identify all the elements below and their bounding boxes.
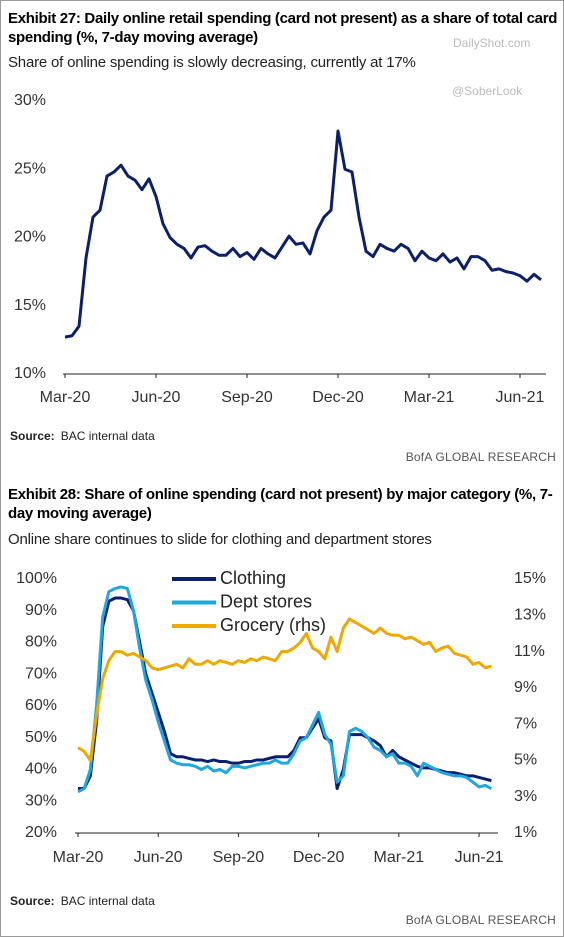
legend-label: Dept stores	[220, 591, 312, 611]
y-tick-label: 60%	[25, 697, 57, 714]
x-tick-label: Dec-20	[293, 849, 345, 866]
chart-subtitle: Share of online spending is slowly decre…	[8, 54, 416, 71]
chart-subtitle: Online share continues to slide for clot…	[8, 531, 432, 548]
y-tick-label: 50%	[25, 729, 57, 746]
x-tick-label: Jun-20	[134, 849, 183, 866]
source-text: BAC internal data	[60, 894, 155, 908]
y-tick-label: 30%	[25, 792, 57, 809]
source: Source: BAC internal data	[10, 894, 155, 908]
x-tick-label: Sep-20	[213, 849, 265, 866]
y-tick-label: 100%	[16, 570, 57, 587]
line-series	[77, 585, 493, 794]
x-tick-label: Jun-21	[455, 849, 504, 866]
x-tick-label: Sep-20	[221, 389, 273, 406]
x-tick-label: Dec-20	[312, 389, 364, 406]
x-tick-label: Jun-21	[496, 389, 545, 406]
y-tick-label: 15%	[14, 297, 46, 314]
y2-tick-label: 9%	[514, 679, 537, 696]
chart-title: Exhibit 27: Daily online retail spending…	[8, 10, 558, 46]
legend-label: Clothing	[220, 568, 286, 588]
line-series	[77, 617, 492, 762]
source: Source: BAC internal data	[10, 429, 155, 443]
y2-tick-label: 11%	[514, 643, 545, 660]
y2-tick-label: 5%	[514, 752, 537, 769]
legend-label: Grocery (rhs)	[220, 615, 326, 635]
watermark: DailyShot.com	[453, 36, 531, 50]
watermark: @SoberLook	[452, 84, 523, 98]
y-tick-label: 20%	[25, 824, 57, 841]
y2-tick-label: 1%	[514, 824, 537, 841]
line-series	[64, 129, 542, 339]
x-tick-label: Mar-21	[404, 389, 455, 406]
y-tick-label: 10%	[14, 365, 46, 382]
y-tick-label: 20%	[14, 229, 46, 246]
y2-tick-label: 7%	[514, 715, 537, 732]
credit: BofA GLOBAL RESEARCH	[405, 450, 556, 464]
x-tick-label: Jun-20	[132, 389, 181, 406]
source-label: Source:	[10, 429, 55, 443]
x-tick-label: Mar-21	[373, 849, 424, 866]
y-tick-label: 25%	[14, 160, 46, 177]
source-label: Source:	[10, 894, 55, 908]
y2-tick-label: 13%	[514, 607, 546, 624]
y-tick-label: 90%	[25, 602, 57, 619]
x-tick-label: Mar-20	[53, 849, 104, 866]
y2-tick-label: 15%	[514, 570, 546, 587]
chart-title: Exhibit 28: Share of online spending (ca…	[8, 486, 553, 522]
x-tick-label: Mar-20	[40, 389, 91, 406]
y-tick-label: 80%	[25, 634, 57, 651]
y2-tick-label: 3%	[514, 788, 537, 805]
y-tick-label: 30%	[14, 92, 46, 109]
y-tick-label: 70%	[25, 665, 57, 682]
credit: BofA GLOBAL RESEARCH	[405, 913, 556, 927]
source-text: BAC internal data	[60, 429, 155, 443]
y-tick-label: 40%	[25, 761, 57, 778]
